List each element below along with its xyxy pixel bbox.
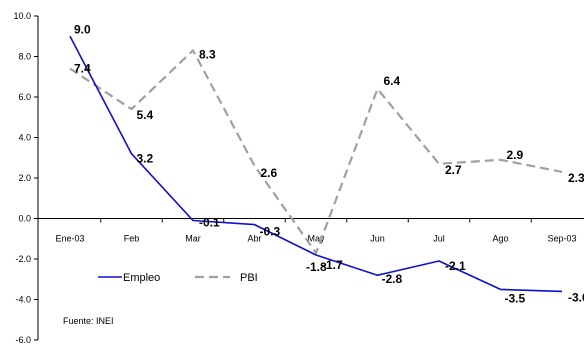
x-axis: Ene-03 Feb Mar Abr May Jun Jul Ago Sep-03 (38, 218, 584, 244)
y-tick-label: 8.0 (18, 52, 31, 62)
data-label-empleo: 3.2 (137, 152, 154, 166)
data-label-empleo: -2.1 (445, 259, 466, 273)
data-label-empleo: -3.6 (568, 290, 584, 304)
y-tick-label: -2.0 (15, 254, 31, 264)
data-label-empleo: -0.3 (260, 225, 281, 239)
series-line-pbi (69, 49, 563, 254)
data-label-empleo: -3.5 (505, 291, 526, 305)
legend-label-empleo: Empleo (123, 272, 160, 284)
data-label-pbi: 5.4 (137, 108, 154, 122)
data-label-pbi: 2.6 (261, 166, 278, 180)
series-lines (69, 35, 563, 293)
x-tick-label: Feb (124, 234, 140, 244)
data-label-empleo: 9.0 (74, 22, 91, 36)
data-label-pbi: 8.3 (199, 47, 216, 61)
x-tick-label: Ene-03 (55, 234, 84, 244)
data-label-empleo: -2.8 (382, 272, 403, 286)
x-tick-label: May (307, 234, 325, 244)
y-tick-label: 2.0 (18, 173, 31, 183)
data-label-pbi: 7.4 (74, 62, 91, 76)
source-note: Fuente: INEI (63, 316, 114, 326)
data-labels: 9.0 3.2 -0.1 -0.3 -1.8 -2.8 -2.1 -3.5 -3.6 7.4 5.4… (74, 22, 584, 305)
data-label-empleo: -0.1 (199, 216, 220, 230)
y-tick-label: -4.0 (15, 295, 31, 305)
x-tick-label: Mar (185, 234, 201, 244)
data-label-pbi: 6.4 (384, 74, 401, 88)
series-line-empleo (69, 35, 563, 293)
y-axis: 10.0 8.0 6.0 4.0 2.0 0.0 -2.0 -4.0 -6.0 (13, 11, 39, 345)
data-label-pbi: -1.7 (322, 258, 343, 272)
y-tick-label: 4.0 (18, 133, 31, 143)
x-tick-label: Abr (247, 234, 261, 244)
data-label-pbi: 2.7 (445, 163, 462, 177)
y-tick-label: 10.0 (13, 11, 31, 21)
data-label-pbi: 2.3 (568, 171, 584, 185)
legend-label-pbi: PBI (240, 272, 258, 284)
x-tick-label: Jul (433, 234, 445, 244)
y-tick-label: -6.0 (15, 335, 31, 345)
y-tick-label: 6.0 (18, 92, 31, 102)
x-tick-label: Ago (492, 234, 508, 244)
x-tick-label: Sep-03 (547, 234, 576, 244)
x-tick-label: Jun (370, 234, 385, 244)
legend: Empleo PBI (98, 272, 258, 284)
data-label-pbi: 2.9 (507, 148, 524, 162)
y-tick-label: 0.0 (18, 214, 31, 224)
data-label-empleo: -1.8 (306, 260, 327, 274)
